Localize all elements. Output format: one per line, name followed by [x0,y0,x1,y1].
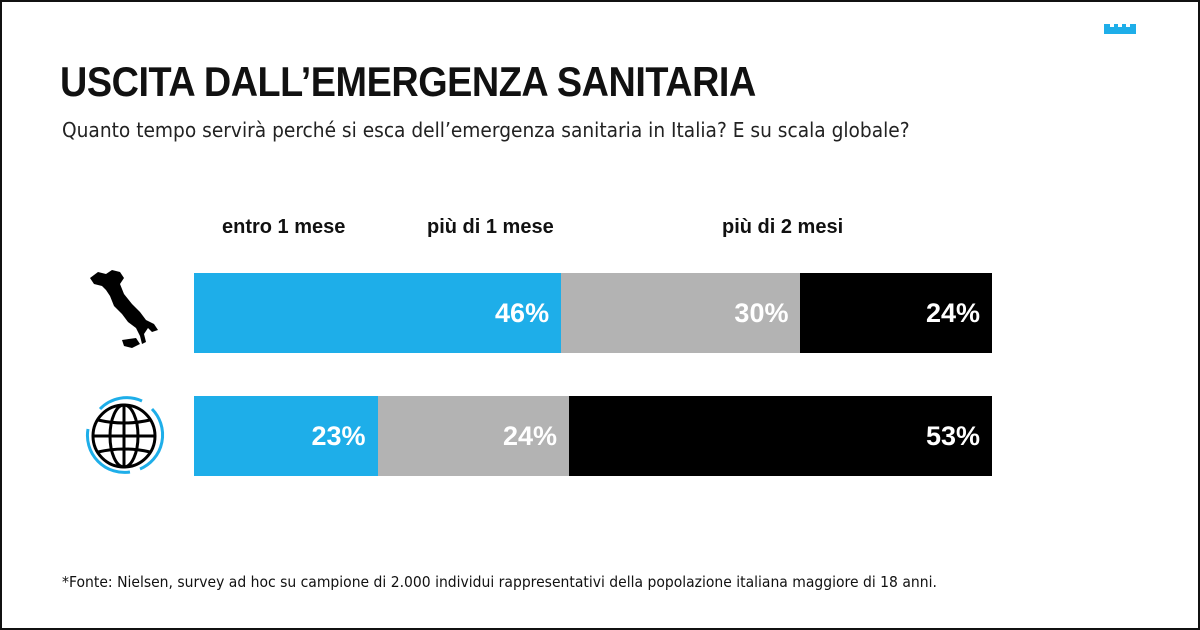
data-label: 23% [311,420,366,451]
bar-segment: 53% [569,396,992,476]
data-label: 30% [734,297,789,328]
bar-row-globale: 23% 24% 53% [194,396,992,476]
bar-segment: 24% [800,273,992,353]
logo-icon [1104,24,1136,34]
data-label: 24% [925,297,980,328]
globe-icon [85,396,165,474]
bar-row-italia: 46% 30% 24% [194,273,992,353]
data-label: 53% [925,420,980,451]
legend-label-piu-di-1-mese: più di 1 mese [427,216,554,238]
bar-segment: 46% [194,273,562,353]
data-label: 24% [503,420,558,451]
legend-label-entro-1-mese: entro 1 mese [222,216,346,238]
bar-segment: 23% [194,396,378,476]
page-title: USCITA DALL’EMERGENZA SANITARIA [60,58,756,105]
footnote: *Fonte: Nielsen, survey ad hoc su campio… [62,573,937,591]
italy-map-icon [90,270,158,348]
subtitle: Quanto tempo servirà perché si esca dell… [62,118,910,142]
legend-label-piu-di-2-mesi: più di 2 mesi [722,216,844,238]
bar-segment: 24% [377,396,570,476]
data-label: 46% [495,297,550,328]
bar-segment: 30% [561,273,801,353]
